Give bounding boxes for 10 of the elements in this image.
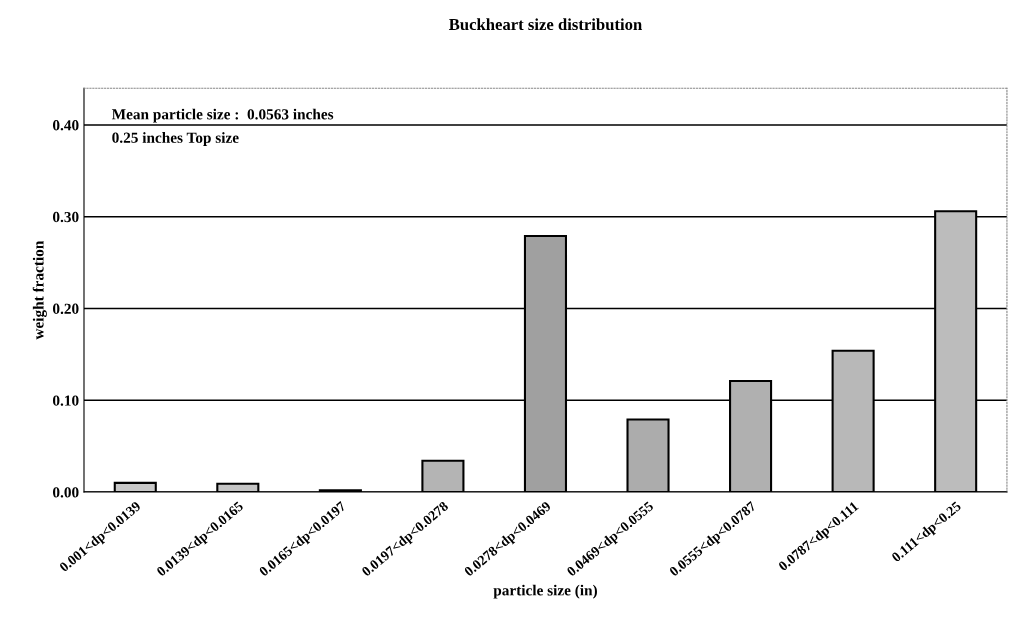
y-tick-label: 0.00 <box>52 487 79 498</box>
y-tick-label: 0.30 <box>52 211 79 223</box>
x-axis-title: particle size (in) <box>493 584 597 599</box>
chart-title: Buckheart size distribution <box>448 18 642 31</box>
y-tick-label: 0.10 <box>52 395 79 406</box>
y-axis-title: weight fraction <box>32 240 47 340</box>
annotation: Mean particle size : 0.0563 inches <box>111 108 334 123</box>
annotation: 0.25 inches Top size <box>112 132 239 146</box>
y-tick-label: 0.40 <box>52 120 79 131</box>
y-tick-label: 0.20 <box>52 303 79 314</box>
